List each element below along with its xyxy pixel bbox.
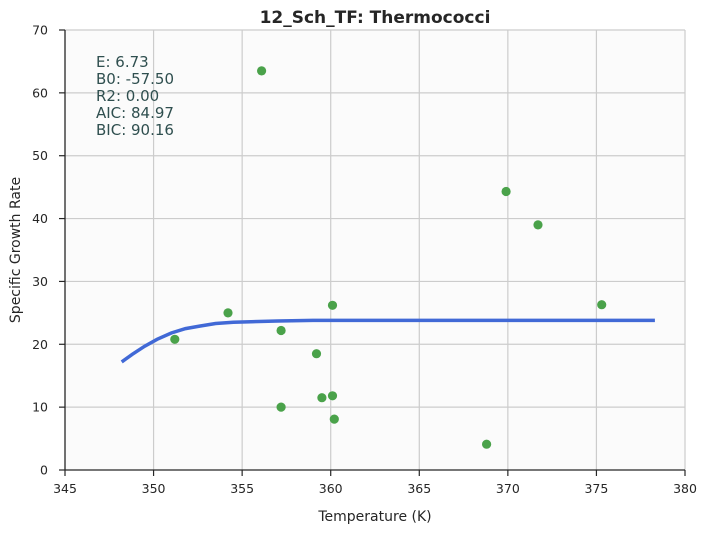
- y-tick-label: 10: [32, 400, 48, 415]
- x-tick-label: 365: [407, 481, 431, 496]
- y-tick-label: 70: [32, 23, 48, 38]
- data-point: [317, 393, 327, 403]
- axes: [64, 30, 685, 471]
- data-point: [533, 220, 543, 230]
- data-point: [257, 66, 267, 76]
- x-tick-label: 355: [230, 481, 254, 496]
- y-tick-label: 30: [32, 274, 48, 289]
- fit-curve-layer: [120, 318, 655, 364]
- data-point: [327, 300, 338, 310]
- data-point: [327, 391, 338, 401]
- stat-r2: R2: 0.00: [96, 87, 159, 105]
- data-point: [276, 325, 286, 336]
- y-axis-label: Specific Growth Rate: [8, 177, 24, 323]
- x-tick-label: 360: [319, 481, 343, 496]
- y-tick-label: 60: [32, 85, 48, 100]
- x-tick-label: 370: [496, 481, 520, 496]
- x-tick-label: 350: [142, 481, 166, 496]
- x-tick-label: 345: [53, 481, 77, 496]
- plot-area: [65, 30, 685, 470]
- y-tick-label: 20: [32, 337, 48, 352]
- data-point: [311, 349, 322, 359]
- data-point: [482, 439, 492, 449]
- x-tick-label: 375: [584, 481, 608, 496]
- y-tick-label: 40: [32, 211, 48, 226]
- stat-b0: B0: -57.50: [96, 70, 174, 88]
- stat-bic: BIC: 90.16: [96, 121, 174, 139]
- stat-aic: AIC: 84.97: [96, 104, 174, 122]
- fit-curve: [120, 318, 655, 364]
- y-tick-label: 0: [40, 463, 48, 478]
- data-point: [329, 414, 339, 424]
- grid: [65, 29, 686, 470]
- data-point: [276, 402, 286, 412]
- data-point: [501, 186, 511, 197]
- data-point: [170, 334, 180, 344]
- ticks: 345 350 355 360 365 370 375 380 0 10 20 30 40 50 60 70: [32, 23, 697, 497]
- data-point: [223, 308, 233, 318]
- x-axis-label: Temperature (K): [317, 509, 431, 525]
- x-tick-label: 380: [673, 481, 697, 496]
- fit-statistics: E: 6.73 B0: -57.50 R2: 0.00 AIC: 84.97 B…: [96, 53, 174, 139]
- stat-e: E: 6.73: [96, 53, 149, 71]
- y-tick-label: 50: [32, 148, 48, 163]
- scatter-points-layer: [170, 66, 607, 449]
- chart-title: 12_Sch_TF: Thermococci: [260, 8, 491, 28]
- data-point: [597, 300, 607, 310]
